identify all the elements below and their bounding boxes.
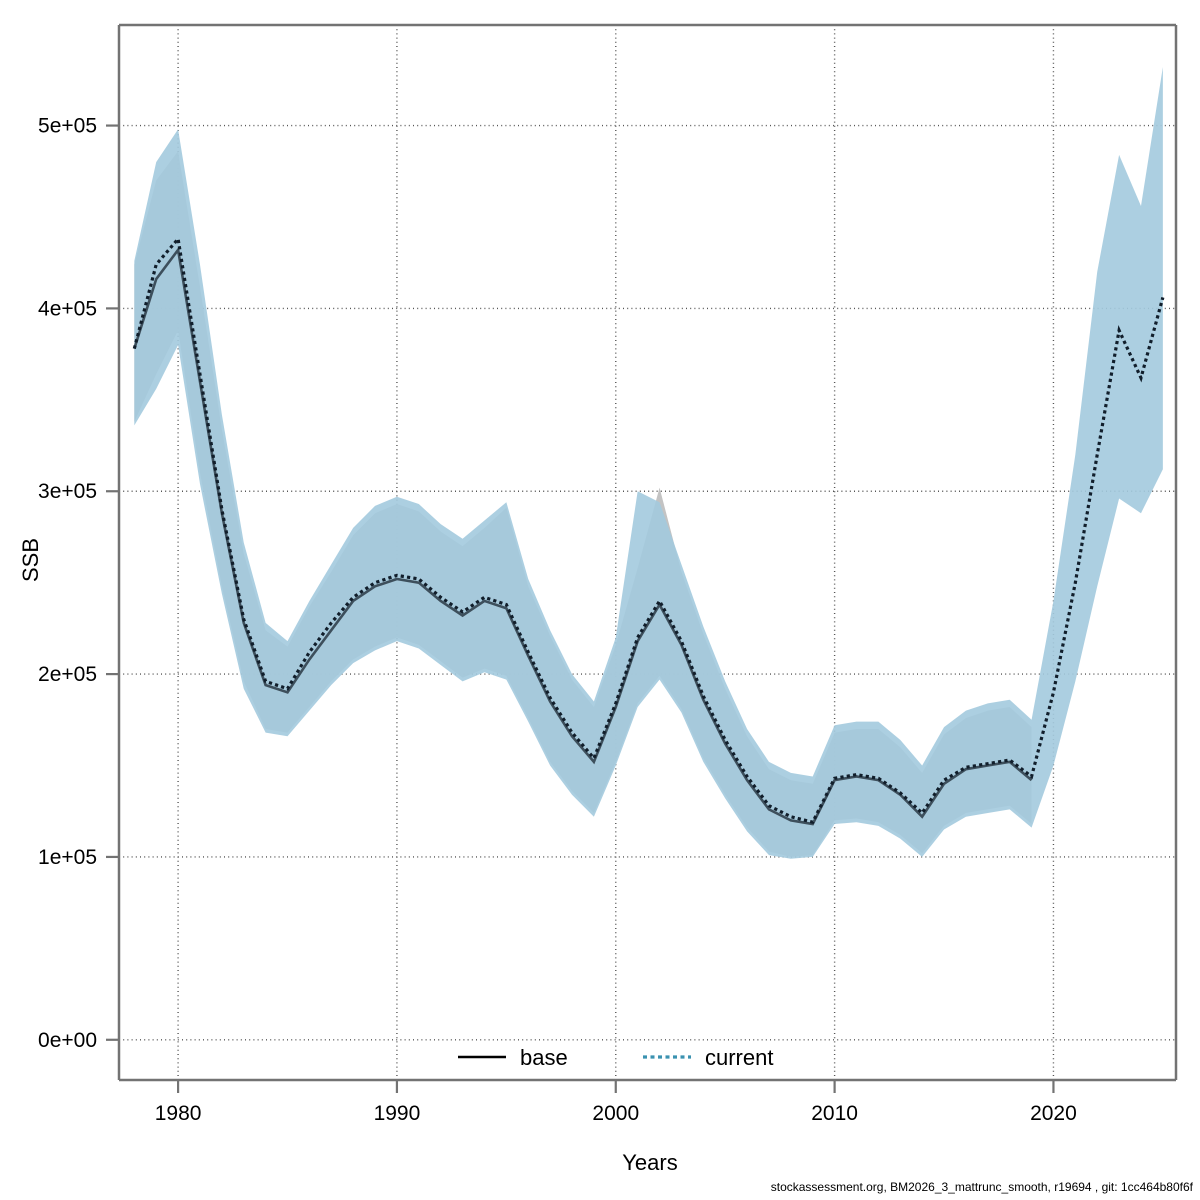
y-axis-tick-label: 1e+05 xyxy=(38,846,97,869)
x-axis-tick-label: 2020 xyxy=(1030,1102,1077,1125)
legend-label-current: current xyxy=(705,1045,773,1070)
x-axis: 1980 1990 2000 2010 2020 xyxy=(155,1080,1077,1125)
x-axis-tick-label: 1990 xyxy=(374,1102,421,1125)
y-axis-tick-label: 5e+05 xyxy=(38,115,97,138)
y-axis-tick-label: 4e+05 xyxy=(38,297,97,320)
x-axis-tick-label: 1980 xyxy=(155,1102,202,1125)
series-bands xyxy=(134,67,1163,859)
legend: base current xyxy=(458,1045,773,1070)
legend-label-base: base xyxy=(520,1045,568,1070)
y-axis-tick-label: 0e+00 xyxy=(38,1029,97,1052)
median-line-current xyxy=(132,235,1165,825)
confidence-band-current xyxy=(134,67,1163,859)
median-line-base xyxy=(133,246,1033,826)
y-axis-tick-label: 2e+05 xyxy=(38,663,97,686)
y-axis-title: SSB xyxy=(18,538,43,582)
y-axis-tick-label: 3e+05 xyxy=(38,480,97,503)
plot-frame xyxy=(117,23,1178,1082)
x-axis-title: Years xyxy=(622,1150,677,1175)
x-axis-tick-label: 2000 xyxy=(592,1102,639,1125)
series-lines xyxy=(132,235,1165,826)
y-axis: 0e+00 1e+05 2e+05 3e+05 4e+05 5e+05 xyxy=(38,115,119,1052)
x-axis-tick-label: 2010 xyxy=(811,1102,858,1125)
footer-caption: stockassessment.org, BM2026_3_mattrunc_s… xyxy=(771,1180,1194,1194)
